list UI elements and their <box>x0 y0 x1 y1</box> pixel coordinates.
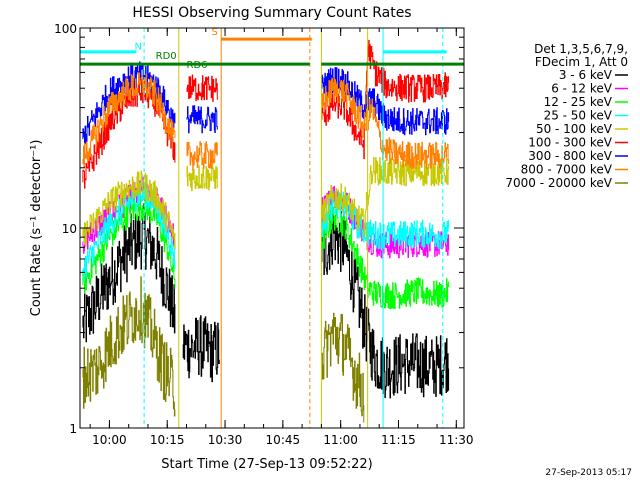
series-line <box>82 180 176 282</box>
x-axis-label: Start Time (27-Sep-13 09:52:22) <box>161 457 372 472</box>
y-axis-label: Count Rate (s⁻¹ detector⁻¹) <box>29 140 44 317</box>
series-line <box>182 315 220 383</box>
series-line <box>321 39 450 160</box>
legend-label: 7000 - 20000 keV <box>505 176 612 190</box>
annotation-n: N <box>134 42 141 53</box>
series-line <box>186 141 218 170</box>
y-axis: 1 10 100 <box>54 22 464 436</box>
series-line <box>82 170 176 249</box>
x-axis: 10:00 10:15 10:30 10:45 11:00 11:15 11:30 <box>89 28 474 447</box>
y-tick-label: 10 <box>62 222 77 236</box>
legend: Det 1,3,5,6,7,9, FDecim 1, Att 0 3 - 6 k… <box>505 42 628 190</box>
legend-header-detectors: Det 1,3,5,6,7,9, <box>534 42 628 56</box>
series-line <box>321 77 450 170</box>
series-line <box>82 276 176 417</box>
series-line <box>321 67 450 136</box>
x-tick-label: 11:30 <box>439 433 474 447</box>
series-800-7000-kev <box>82 72 450 170</box>
series-line <box>321 312 365 423</box>
x-tick-label: 10:00 <box>92 433 127 447</box>
legend-label: 6 - 12 keV <box>551 82 613 96</box>
legend-label: 300 - 800 keV <box>528 149 612 163</box>
legend-header-fdecim: FDecim 1, Att 0 <box>535 55 628 69</box>
annotation-rd0: RD0 <box>156 51 177 62</box>
legend-label: 100 - 300 keV <box>528 136 612 150</box>
x-tick-label: 10:45 <box>266 433 301 447</box>
series-line <box>186 74 218 102</box>
x-tick-label: 11:00 <box>323 433 358 447</box>
series-7000-20000-kev <box>82 276 365 423</box>
series-line <box>321 157 450 237</box>
x-tick-label: 10:30 <box>208 433 243 447</box>
series-line <box>321 210 450 399</box>
legend-label: 25 - 50 keV <box>544 109 613 123</box>
series-3-6-kev <box>82 203 450 399</box>
series-line <box>82 203 176 343</box>
legend-label: 800 - 7000 keV <box>521 163 613 177</box>
annotation-rd6: RD6 <box>187 60 208 71</box>
series-line <box>321 204 450 310</box>
annotation-s: S <box>212 27 218 38</box>
y-tick-label: 1 <box>69 422 77 436</box>
series-line <box>82 72 176 168</box>
chart-title: HESSI Observing Summary Count Rates <box>132 5 411 21</box>
legend-label: 12 - 25 keV <box>544 95 613 109</box>
footer-timestamp: 27-Sep-2013 05:17 <box>545 468 632 478</box>
y-tick-label: 100 <box>54 22 77 36</box>
legend-label: 50 - 100 keV <box>536 122 613 136</box>
x-tick-label: 11:15 <box>381 433 416 447</box>
plot-area: N S RD0 RD6 <box>80 27 464 428</box>
x-tick-label: 10:15 <box>150 433 185 447</box>
series-line <box>186 105 218 134</box>
legend-label: 3 - 6 keV <box>559 68 613 82</box>
series-line <box>186 163 218 192</box>
